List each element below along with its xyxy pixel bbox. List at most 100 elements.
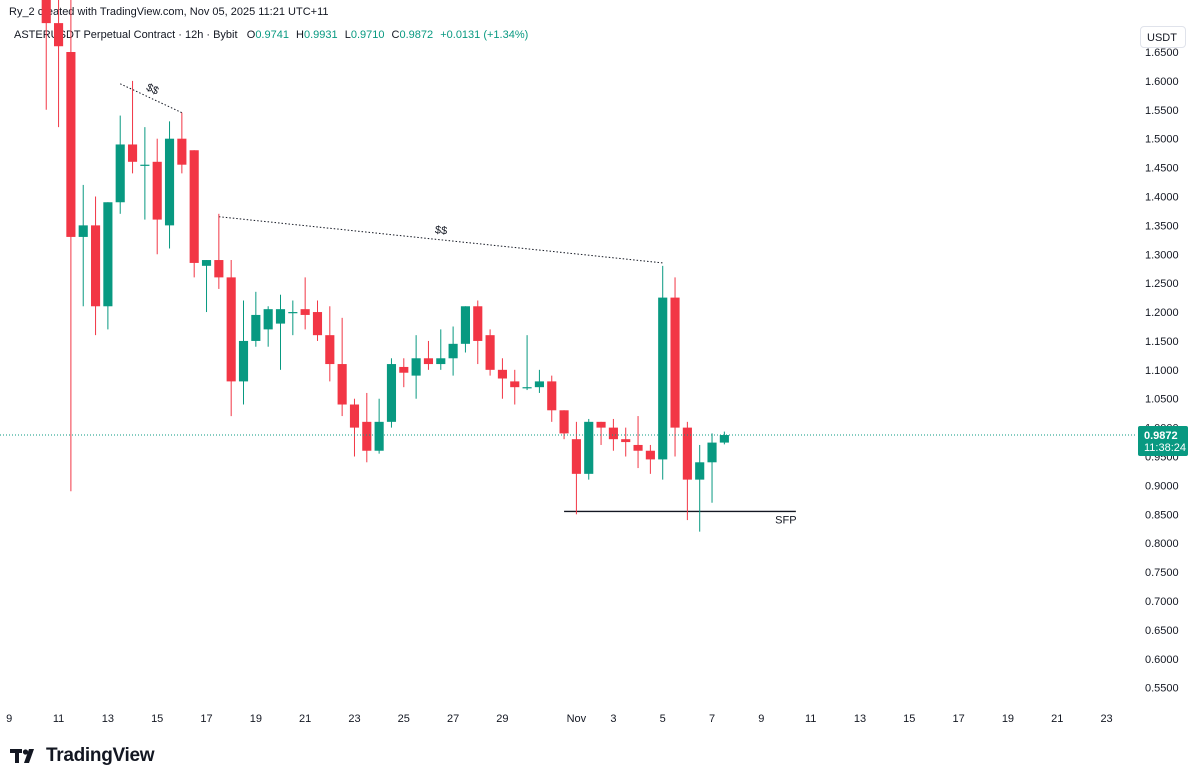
candle-body	[238, 340, 249, 382]
chart-credit: Ry_2 created with TradingView.com, Nov 0…	[9, 6, 329, 18]
candle	[621, 427, 631, 457]
candle	[584, 418, 594, 480]
candle-body	[399, 366, 409, 373]
price-axis[interactable]: 1.6500 1.6000 1.5500 1.5000 1.4500 1.4000 1.35…	[1145, 47, 1179, 695]
x-tick-label: 3	[610, 713, 616, 725]
ohlc-close-key: C	[391, 29, 400, 41]
candle-body	[571, 439, 581, 474]
candle-body	[436, 358, 446, 365]
candle	[115, 115, 125, 214]
y-tick-label: 0.7000	[1145, 596, 1179, 608]
candle-body	[559, 410, 569, 434]
candle-body	[214, 260, 224, 278]
countdown-timer: 11:38:24	[1144, 442, 1186, 454]
candle-body	[288, 312, 298, 314]
candle	[164, 121, 175, 249]
ohlc-open-value: 0.9741	[255, 29, 289, 41]
candle-body	[621, 439, 631, 443]
x-tick-label: 25	[398, 713, 410, 725]
candle	[349, 398, 360, 457]
y-tick-label: 1.5500	[1145, 105, 1179, 117]
candle	[497, 358, 507, 399]
candle	[325, 306, 335, 382]
candle	[288, 300, 298, 336]
candle	[436, 329, 446, 370]
last-price-box	[1138, 426, 1188, 457]
price-change: +0.0131 (+1.34%)	[440, 29, 529, 41]
x-tick-label: 27	[447, 713, 459, 725]
annotation-label: SFP	[775, 514, 796, 526]
ohlc-high-key: H	[296, 29, 304, 41]
x-tick-label: 13	[854, 713, 866, 725]
x-tick-label: 23	[1100, 713, 1112, 725]
candle-body	[103, 202, 113, 307]
candle-body	[275, 309, 286, 324]
currency-unit-button[interactable]: USDT	[1140, 26, 1186, 48]
candle-body	[497, 369, 507, 379]
candle	[263, 306, 273, 347]
y-tick-label: 0.6500	[1145, 625, 1179, 637]
x-tick-label: 11	[53, 713, 64, 725]
candle	[695, 444, 705, 532]
candle	[596, 421, 606, 445]
candle	[337, 317, 347, 417]
candle	[226, 260, 236, 417]
candle	[707, 433, 717, 503]
candle-body	[670, 297, 680, 428]
candle-body	[226, 277, 236, 382]
x-tick-label: 19	[250, 713, 262, 725]
annotations: $$ $$ SFP	[120, 81, 797, 526]
annotation-label: $$	[434, 224, 447, 237]
candle-body	[90, 225, 101, 307]
tradingview-logo[interactable]: TradingView	[10, 745, 155, 767]
candle-body	[152, 161, 162, 220]
x-tick-label: 9	[758, 713, 764, 725]
x-tick-label: 5	[660, 713, 666, 725]
y-tick-label: 1.6500	[1145, 47, 1179, 59]
candle	[189, 150, 199, 278]
candle-body	[337, 364, 347, 405]
candle	[374, 398, 384, 454]
x-tick-label: 17	[200, 713, 212, 725]
candle	[275, 294, 286, 370]
x-tick-label: 15	[151, 713, 163, 725]
candle-body	[41, 0, 51, 24]
candle-body	[682, 427, 692, 480]
candle-body	[201, 260, 212, 266]
candle-body	[325, 335, 335, 365]
candle-body	[719, 435, 729, 443]
candle	[645, 444, 655, 474]
candlestick-chart[interactable]: $$ $$ SFP 1.65001.60001.55001.50001.45001.…	[0, 0, 1200, 740]
candle	[127, 80, 138, 174]
candle-body	[300, 309, 310, 315]
y-tick-label: 1.3500	[1145, 220, 1179, 232]
candle	[658, 265, 668, 480]
symbol-name[interactable]: ASTERUSDT Perpetual Contract · 12h · Byb…	[14, 29, 238, 41]
candle-body	[448, 343, 458, 359]
candle	[41, 0, 51, 110]
candle	[682, 421, 692, 521]
candle	[90, 196, 101, 336]
x-tick-label: 29	[496, 713, 508, 725]
candle-body	[189, 150, 199, 263]
candle-body	[78, 225, 88, 237]
candle	[201, 260, 212, 313]
candle-body	[510, 381, 520, 388]
annotation-line	[120, 83, 183, 114]
candle	[522, 335, 532, 391]
candle	[66, 0, 76, 492]
candle	[448, 326, 458, 376]
annotation-label: $$	[144, 81, 160, 97]
y-tick-label: 1.1500	[1145, 336, 1179, 348]
brand-name: TradingView	[46, 745, 155, 766]
candle-body	[312, 312, 323, 336]
candle-body	[485, 335, 495, 370]
time-axis[interactable]: 9 11 13 15 17 19 21 23 25 27 29 Nov 3 5 7 9 11 13 15 17 19 21…	[6, 713, 1113, 725]
x-tick-label: 21	[299, 713, 311, 725]
x-tick-label: 21	[1051, 713, 1063, 725]
candle-body	[645, 450, 655, 460]
candle-body	[140, 164, 150, 166]
candle-body	[658, 297, 668, 460]
candle	[399, 358, 409, 388]
